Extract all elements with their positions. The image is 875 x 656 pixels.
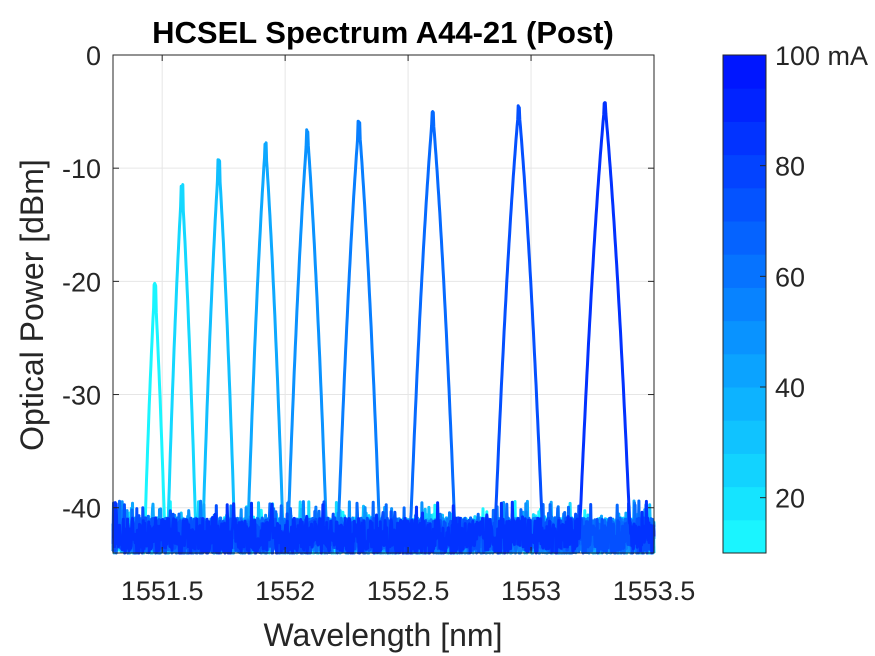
colorbar-segment bbox=[723, 55, 766, 89]
colorbar-tick-label: 20 bbox=[775, 484, 805, 514]
colorbar-segment bbox=[723, 387, 766, 421]
colorbar-segment bbox=[723, 154, 766, 189]
y-tick-label: -20 bbox=[62, 267, 101, 297]
colorbar-segment bbox=[723, 519, 766, 554]
colorbar-segment bbox=[723, 420, 766, 454]
colorbar-segment bbox=[723, 121, 766, 156]
colorbar-tick-label: 60 bbox=[775, 262, 805, 292]
x-tick-label: 1551.5 bbox=[121, 576, 204, 606]
colorbar: 20 40 60 80 100 mA bbox=[722, 41, 868, 554]
y-tick-label: -30 bbox=[62, 381, 101, 411]
x-tick-label: 1552 bbox=[255, 576, 315, 606]
x-axis-label: Wavelength [nm] bbox=[264, 617, 503, 653]
colorbar-segment bbox=[723, 486, 766, 521]
colorbar-segment bbox=[723, 353, 766, 388]
colorbar-segment bbox=[723, 88, 766, 122]
colorbar-segment bbox=[723, 187, 766, 222]
colorbar-frame bbox=[722, 54, 767, 554]
x-tick-label: 1553 bbox=[501, 576, 561, 606]
x-tick-label: 1553.5 bbox=[613, 576, 696, 606]
axes-box bbox=[112, 54, 655, 554]
colorbar-tick-label: 100 mA bbox=[775, 41, 868, 71]
colorbar-segment bbox=[723, 287, 766, 322]
y-tick-label: -10 bbox=[62, 154, 101, 184]
spectrum-line-20ma bbox=[111, 183, 656, 555]
x-tick-label: 1552.5 bbox=[367, 576, 450, 606]
colorbar-tick-label: 80 bbox=[775, 152, 805, 182]
chart-title: HCSEL Spectrum A44-21 (Post) bbox=[152, 15, 614, 50]
spectrum-line-100ma bbox=[112, 101, 656, 555]
plot-area: 1551.5 1552 1552.5 1553 1553.5 0 -10 -20 -30 -40 bbox=[62, 41, 695, 606]
colorbar-segment bbox=[723, 320, 766, 355]
y-axis-label: Optical Power [dBm] bbox=[14, 159, 50, 451]
colorbar-segment bbox=[723, 254, 766, 288]
y-tick-label: 0 bbox=[86, 41, 101, 71]
colorbar-tick-label: 40 bbox=[775, 373, 805, 403]
y-tick-label: -40 bbox=[62, 494, 101, 524]
colorbar-segment bbox=[723, 453, 766, 488]
colorbar-segment bbox=[723, 221, 766, 255]
